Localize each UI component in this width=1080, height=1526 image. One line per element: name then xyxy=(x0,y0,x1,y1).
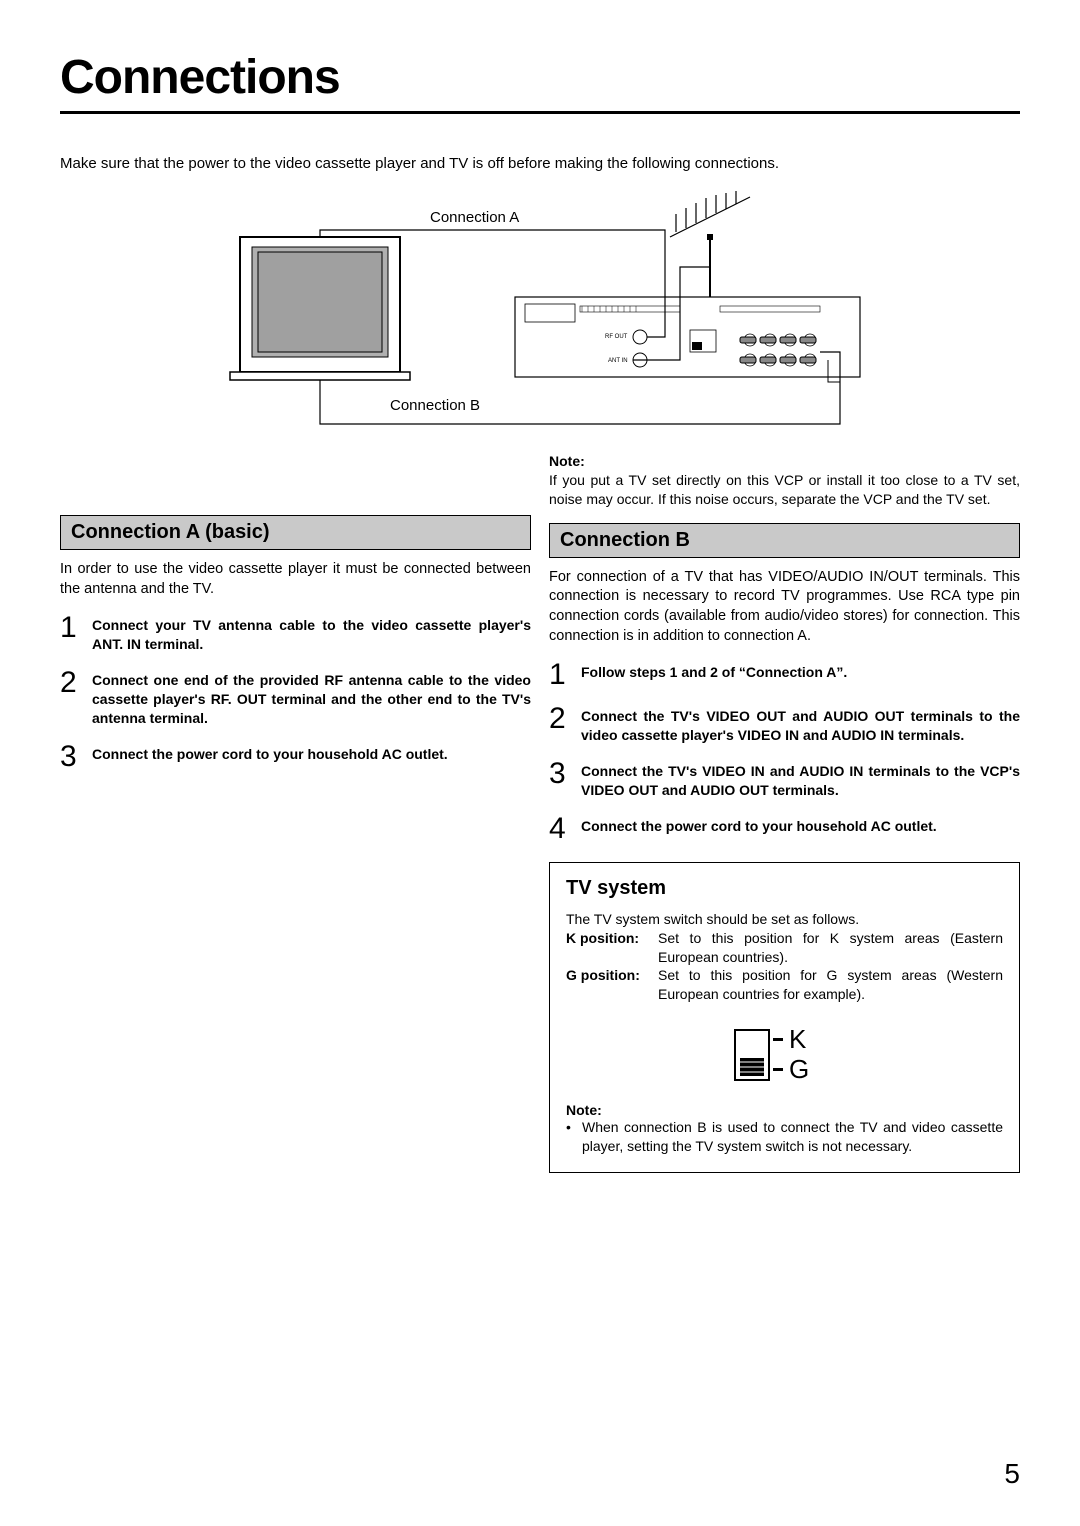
conn-b-heading: Connection B xyxy=(549,523,1020,558)
note-text: If you put a TV set directly on this VCP… xyxy=(549,472,1020,507)
step-number: 1 xyxy=(60,613,82,643)
step-text: Connect one end of the provided RF anten… xyxy=(92,668,531,728)
page-title: Connections xyxy=(60,50,1020,111)
conn-b-step-3: 3 Connect the TV's VIDEO IN and AUDIO IN… xyxy=(549,759,1020,800)
svg-text:RF OUT: RF OUT xyxy=(605,334,628,340)
svg-text:K: K xyxy=(789,1024,807,1054)
conn-b-step-2: 2 Connect the TV's VIDEO OUT and AUDIO O… xyxy=(549,704,1020,745)
tv-row-k: K position: Set to this position for K s… xyxy=(566,929,1003,967)
step-number: 3 xyxy=(549,759,571,789)
switch-diagram: K G xyxy=(725,1022,845,1092)
tv-row-label: K position: xyxy=(566,929,658,967)
diagram-label-b: Connection B xyxy=(390,397,480,414)
tv-system-heading: TV system xyxy=(566,877,1003,900)
step-number: 1 xyxy=(549,660,571,690)
step-text: Connect the power cord to your household… xyxy=(92,742,448,764)
diagram-label-a: Connection A xyxy=(430,209,519,226)
step-number: 4 xyxy=(549,814,571,844)
step-text: Connect the power cord to your household… xyxy=(581,814,937,836)
connection-diagram: Connection A RF OUT ANT IN xyxy=(140,182,940,442)
step-number: 2 xyxy=(60,668,82,698)
tv-system-box: TV system The TV system switch should be… xyxy=(549,862,1020,1173)
conn-a-intro: In order to use the video cassette playe… xyxy=(60,560,531,599)
intro-text: Make sure that the power to the video ca… xyxy=(60,154,1020,174)
conn-b-step-1: 1 Follow steps 1 and 2 of “Connection A”… xyxy=(549,660,1020,690)
column-left: Connection A (basic) In order to use the… xyxy=(60,452,531,1173)
step-text: Connect the TV's VIDEO IN and AUDIO IN t… xyxy=(581,759,1020,800)
tv-system-intro: The TV system switch should be set as fo… xyxy=(566,910,1003,929)
title-rule xyxy=(60,111,1020,114)
conn-b-step-4: 4 Connect the power cord to your househo… xyxy=(549,814,1020,844)
tv-note-label: Note: xyxy=(566,1102,1003,1118)
page-number: 5 xyxy=(1004,1458,1020,1490)
tv-row-label: G position: xyxy=(566,966,658,1004)
step-text: Connect the TV's VIDEO OUT and AUDIO OUT… xyxy=(581,704,1020,745)
tv-note-item: • When connection B is used to connect t… xyxy=(566,1118,1003,1156)
tv-row-text: Set to this position for G system areas … xyxy=(658,966,1003,1004)
step-number: 2 xyxy=(549,704,571,734)
conn-a-step-2: 2 Connect one end of the provided RF ant… xyxy=(60,668,531,728)
column-right: Note: If you put a TV set directly on th… xyxy=(549,452,1020,1173)
conn-b-intro: For connection of a TV that has VIDEO/AU… xyxy=(549,568,1020,646)
tv-row-g: G position: Set to this position for G s… xyxy=(566,966,1003,1004)
conn-a-heading: Connection A (basic) xyxy=(60,515,531,550)
note-label: Note: xyxy=(549,453,585,469)
tv-row-text: Set to this position for K system areas … xyxy=(658,929,1003,967)
conn-a-step-1: 1 Connect your TV antenna cable to the v… xyxy=(60,613,531,654)
bullet-icon: • xyxy=(566,1118,582,1156)
step-text: Connect your TV antenna cable to the vid… xyxy=(92,613,531,654)
conn-a-step-3: 3 Connect the power cord to your househo… xyxy=(60,742,531,772)
step-text: Follow steps 1 and 2 of “Connection A”. xyxy=(581,660,847,682)
top-note: Note: If you put a TV set directly on th… xyxy=(549,452,1020,509)
step-number: 3 xyxy=(60,742,82,772)
tv-note-text: When connection B is used to connect the… xyxy=(582,1118,1003,1156)
svg-text:G: G xyxy=(789,1054,809,1084)
svg-text:ANT IN: ANT IN xyxy=(608,358,628,364)
